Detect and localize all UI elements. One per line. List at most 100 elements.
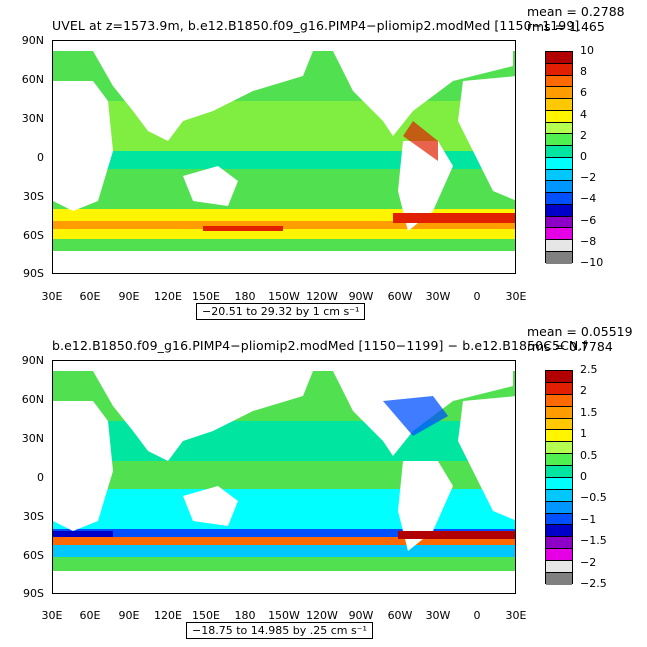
panel1-lat-label: 60N [21,73,44,86]
colorbar-swatch [546,228,572,241]
panel1-lat-label: 30N [21,112,44,125]
colorbar-label: 0 [580,470,587,483]
colorbar-swatch [546,430,572,443]
colorbar-swatch [546,122,572,135]
panel1-lon-label: 30E [505,290,527,303]
panel2-lat-label: 0 [37,471,44,484]
panel1-lon-label: 90E [118,290,140,303]
colorbar-label: 4 [580,107,587,121]
panel2-lat-label: 90S [23,587,44,600]
panel1-map-frame [52,40,516,274]
colorbar-swatch [546,549,572,561]
panel1-lon-label: 90W [348,290,374,303]
colorbar-label: −6 [580,213,597,227]
colorbar-label: 0.5 [580,448,598,462]
colorbar-swatch [546,52,572,64]
colorbar-swatch [546,489,572,502]
colorbar-swatch [546,513,572,526]
colorbar-swatch [546,382,572,395]
panel1-lon-label: 60W [387,290,413,303]
panel2-lat-label: 60S [23,549,44,562]
panel1-range-box: −20.51 to 29.32 by 1 cm s⁻¹ [196,303,366,320]
panel2-lon-label: 150W [268,609,300,622]
panel2-mean: mean = 0.05519 [527,324,633,339]
colorbar-swatch [546,169,572,182]
panel1-title: UVEL at z=1573.9m, b.e12.B1850.f09_g16.P… [52,18,580,33]
panel2-lon-label: 30W [425,609,451,622]
panel2-lon-label: 0 [473,609,481,622]
colorbar-swatch [546,193,572,205]
colorbar-label: −2 [580,171,597,185]
panel1-map [53,41,515,273]
panel1-lon-label: 60E [79,290,101,303]
colorbar-label: 2 [580,128,587,142]
panel2-lon-label: 30E [41,609,63,622]
panel1-lat-label: 90N [21,34,44,47]
colorbar-label: −8 [580,234,597,248]
panel2-lon-label: 120W [306,609,338,622]
panel1-lon-label: 180 [234,290,256,303]
colorbar-swatch [546,466,572,478]
colorbar-label: −1.5 [580,534,607,548]
colorbar-swatch [546,63,572,76]
panel1-lon-label: 120W [306,290,338,303]
panel2-lat-label: 30N [21,432,44,445]
panel2-map-frame [52,360,516,594]
panel1-lat-label: 90S [23,267,44,280]
colorbar-swatch [546,134,572,147]
colorbar-swatch [546,240,572,253]
panel2-title: b.e12.B1850.f09_g16.PIMP4−pliomip2.modMe… [52,338,587,353]
panel2-lon-label: 60E [79,609,101,622]
colorbar-swatch [546,418,572,431]
panel2-lon-label: 120E [154,609,182,622]
colorbar-swatch [546,110,572,123]
colorbar-label: −10 [580,256,604,269]
colorbar-swatch [546,371,572,383]
panel2-lon-label: 90W [348,609,374,622]
colorbar-label: −4 [580,192,597,206]
colorbar-swatch [546,75,572,88]
panel1-colorbar [545,51,573,264]
colorbar-label: −2 [580,555,597,569]
panel2-lon-label: 150E [192,609,220,622]
panel1-lon-label: 30E [41,290,63,303]
colorbar-swatch [546,252,572,264]
colorbar-label: 0 [580,150,587,163]
panel1-lat-label: 0 [37,151,44,164]
colorbar-label: 8 [580,65,587,79]
colorbar-label: 1.5 [580,405,598,419]
colorbar-swatch [546,442,572,455]
colorbar-swatch [546,157,572,170]
colorbar-label: 2 [580,384,587,398]
panel1-lat-label: 30S [23,190,44,203]
colorbar-swatch [546,572,572,585]
colorbar-swatch [546,501,572,514]
panel1-lon-label: 120E [154,290,182,303]
panel2-lat-label: 60N [21,393,44,406]
panel2-lat-label: 30S [23,510,44,523]
panel2-lon-label: 30E [505,609,527,622]
colorbar-label: −1 [580,512,597,526]
colorbar-swatch [546,216,572,229]
colorbar-swatch [546,146,572,158]
colorbar-label: −0.5 [580,491,607,505]
colorbar-label: 6 [580,86,587,100]
panel1-mean: mean = 0.2788 [527,4,625,19]
panel1-lon-label: 30W [425,290,451,303]
colorbar-label: −2.5 [580,577,607,590]
panel1-lon-label: 150W [268,290,300,303]
colorbar-swatch [546,181,572,194]
colorbar-label: 2.5 [580,363,598,376]
colorbar-swatch [546,525,572,538]
panel2-lon-label: 180 [234,609,256,622]
panel2-map [53,361,515,593]
panel2-lon-label: 90E [118,609,140,622]
panel2-lat-label: 90N [21,354,44,367]
panel1-lat-label: 60S [23,229,44,242]
colorbar-label: 1 [580,427,587,441]
colorbar-label: 10 [580,44,594,57]
colorbar-swatch [546,204,572,217]
colorbar-swatch [546,537,572,550]
panel2-lon-label: 60W [387,609,413,622]
colorbar-swatch [546,454,572,466]
